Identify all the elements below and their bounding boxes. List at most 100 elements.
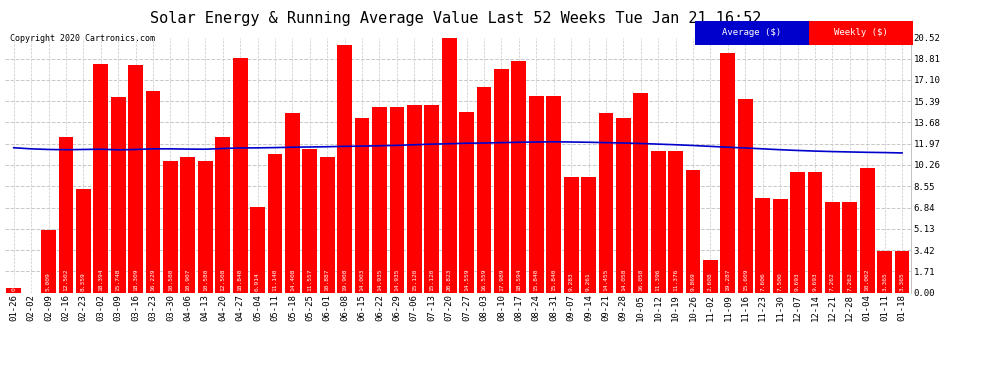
Bar (407, 105, 422, 292)
Text: 11.557: 11.557 (307, 268, 312, 291)
Text: 18.840: 18.840 (238, 268, 243, 291)
Bar (895, 251, 910, 292)
Bar (529, 96, 544, 292)
Bar (425, 105, 440, 292)
Bar (686, 170, 701, 292)
Bar (58, 137, 73, 292)
Bar (215, 137, 230, 292)
Bar (476, 87, 491, 292)
Text: 19.287: 19.287 (726, 268, 731, 291)
Bar (546, 96, 561, 292)
Bar (233, 58, 248, 292)
Text: 16.229: 16.229 (150, 268, 155, 291)
Bar (198, 161, 213, 292)
Bar (703, 260, 718, 292)
Text: 2.608: 2.608 (708, 272, 713, 291)
Bar (302, 149, 317, 292)
Text: 14.003: 14.003 (359, 268, 364, 291)
Text: Solar Energy & Running Average Value Last 52 Weeks Tue Jan 21 16:52: Solar Energy & Running Average Value Las… (149, 11, 761, 26)
Text: 18.394: 18.394 (98, 268, 103, 291)
Bar (442, 34, 456, 292)
Text: 18.594: 18.594 (517, 268, 522, 291)
Text: 17.989: 17.989 (499, 268, 504, 291)
Text: 12.508: 12.508 (220, 268, 225, 291)
Bar (877, 251, 892, 292)
Bar (338, 45, 352, 292)
Text: 0.000: 0.000 (29, 272, 34, 291)
Text: 20.823: 20.823 (446, 268, 451, 291)
Text: 14.058: 14.058 (621, 268, 626, 291)
Bar (634, 93, 648, 292)
Bar (721, 53, 736, 292)
Bar (459, 112, 474, 292)
Bar (93, 64, 108, 292)
Text: 14.935: 14.935 (394, 268, 399, 291)
Text: 7.500: 7.500 (778, 272, 783, 291)
Text: 15.609: 15.609 (742, 268, 747, 291)
Bar (76, 189, 91, 292)
Bar (860, 168, 874, 292)
Bar (825, 202, 840, 292)
Text: 7.262: 7.262 (847, 272, 852, 291)
Text: 3.365: 3.365 (882, 272, 887, 291)
Text: 16.058: 16.058 (639, 268, 644, 291)
Text: 15.120: 15.120 (430, 268, 435, 291)
Text: 15.840: 15.840 (534, 268, 539, 291)
Text: 3.365: 3.365 (900, 272, 905, 291)
Text: 0.332: 0.332 (11, 272, 16, 291)
Text: 9.869: 9.869 (691, 272, 696, 291)
Bar (581, 177, 596, 292)
Bar (842, 202, 857, 292)
Text: 16.559: 16.559 (481, 268, 486, 291)
Bar (128, 65, 143, 292)
Text: 9.261: 9.261 (586, 272, 591, 291)
Bar (285, 114, 300, 292)
Text: 10.580: 10.580 (168, 268, 173, 291)
Text: 11.140: 11.140 (272, 268, 277, 291)
Text: 19.908: 19.908 (343, 268, 347, 291)
Text: 7.262: 7.262 (830, 272, 835, 291)
Text: 14.408: 14.408 (290, 268, 295, 291)
Bar (267, 154, 282, 292)
Bar (320, 157, 335, 292)
Bar (372, 107, 387, 292)
Text: 15.748: 15.748 (116, 268, 121, 291)
Text: 11.396: 11.396 (655, 268, 660, 291)
Bar (790, 172, 805, 292)
Bar (563, 177, 578, 292)
Bar (111, 97, 126, 292)
Bar (6, 288, 21, 292)
Bar (599, 113, 614, 292)
Bar (389, 107, 404, 292)
Text: 15.840: 15.840 (551, 268, 556, 291)
Bar (808, 172, 823, 292)
Bar (354, 118, 369, 292)
Text: 15.120: 15.120 (412, 268, 417, 291)
Bar (616, 118, 631, 292)
Bar (42, 230, 55, 292)
Text: 12.502: 12.502 (63, 268, 68, 291)
Bar (650, 151, 665, 292)
Bar (250, 207, 265, 292)
Bar (163, 161, 178, 292)
Text: 11.376: 11.376 (673, 268, 678, 291)
Text: Copyright 2020 Cartronics.com: Copyright 2020 Cartronics.com (10, 34, 154, 43)
Text: 14.455: 14.455 (604, 268, 609, 291)
Text: 10.887: 10.887 (325, 268, 330, 291)
Text: 7.606: 7.606 (760, 272, 765, 291)
Text: 9.693: 9.693 (795, 272, 800, 291)
Text: Weekly ($): Weekly ($) (834, 28, 888, 38)
Bar (180, 157, 195, 292)
Text: 14.935: 14.935 (377, 268, 382, 291)
Text: 10.580: 10.580 (203, 268, 208, 291)
Text: 10.907: 10.907 (185, 268, 190, 291)
Text: 6.914: 6.914 (255, 272, 260, 291)
Text: 10.002: 10.002 (864, 268, 870, 291)
Text: 8.359: 8.359 (81, 272, 86, 291)
Bar (146, 91, 160, 292)
Text: 9.693: 9.693 (813, 272, 818, 291)
Text: 5.009: 5.009 (46, 272, 51, 291)
Bar (773, 199, 788, 292)
Bar (512, 62, 527, 292)
Text: 14.559: 14.559 (464, 268, 469, 291)
